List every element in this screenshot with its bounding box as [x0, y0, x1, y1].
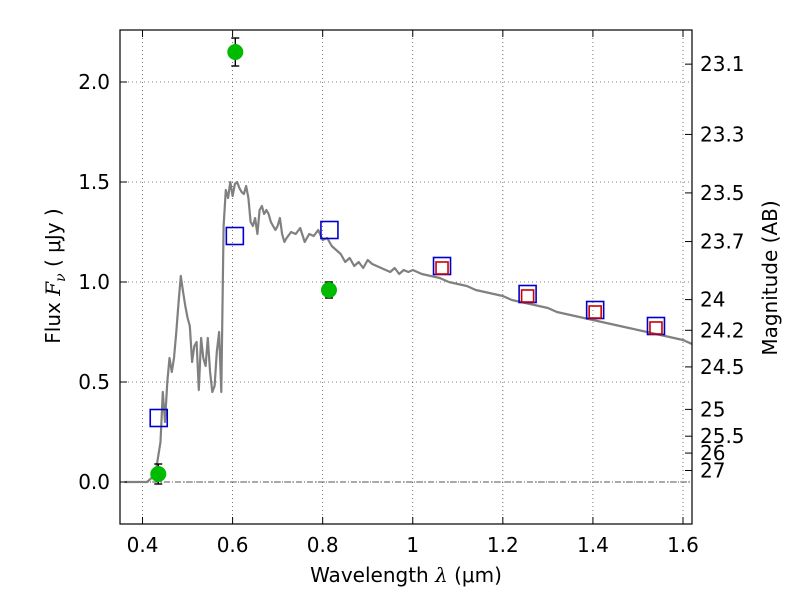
spectrum-line	[124, 180, 692, 484]
model-point-inner	[520, 289, 535, 303]
y2-tick-label: 23.5	[700, 181, 745, 205]
ticks-layer: 0.4 0.6 0.8 1 1.2 1.4 1.6 0.0 0.5 1.0 1.5 2.0 23.1 23…	[78, 30, 745, 557]
y2-tick-label: 24.2	[700, 318, 745, 342]
y2-tick-label: 24.5	[700, 355, 745, 379]
model-point-inner	[649, 321, 663, 335]
model-point	[320, 220, 339, 240]
model-point	[149, 408, 169, 428]
grid-layer	[120, 30, 692, 524]
plot-frame	[119, 29, 693, 525]
observed-point	[150, 466, 167, 482]
y2-axis-label: Magnitude (AB)	[758, 200, 782, 355]
y2-tick-label: 23.1	[700, 52, 745, 76]
y-tick-label: 0.0	[78, 470, 110, 494]
x-axis-label: Wavelength λ (μm)	[310, 563, 502, 587]
y2-tick-label: 24	[700, 288, 725, 312]
y-tick-label: 0.5	[78, 370, 110, 394]
y2-tick-label: 27	[700, 458, 725, 482]
y-tick-label: 1.0	[78, 270, 110, 294]
y-axis-label: Flux Fν ( μJy )	[41, 208, 69, 343]
series-group	[124, 37, 692, 485]
y2-tick-label: 23.3	[700, 122, 745, 146]
x-tick-label: 0.6	[217, 533, 249, 557]
observed-point	[227, 44, 244, 60]
series-layer	[124, 37, 692, 485]
x-tick-label: 1.6	[667, 533, 699, 557]
x-tick-label: 0.4	[127, 533, 159, 557]
observed-point	[320, 282, 337, 298]
model-point-inner	[588, 305, 602, 319]
x-tick-label: 0.8	[307, 533, 339, 557]
y-tick-label: 1.5	[78, 170, 110, 194]
y2-tick-label: 25	[700, 397, 725, 421]
y2-tick-label: 25.5	[700, 424, 745, 448]
model-point-inner	[435, 261, 449, 275]
y2-tick-label: 26	[700, 441, 725, 465]
x-tick-label: 1.2	[487, 533, 519, 557]
y2-tick-label: 23.7	[700, 230, 745, 254]
x-tick-label: 1.4	[577, 533, 609, 557]
x-tick-label: 1	[406, 533, 419, 557]
model-point	[225, 226, 245, 246]
y-tick-label: 2.0	[78, 70, 110, 94]
